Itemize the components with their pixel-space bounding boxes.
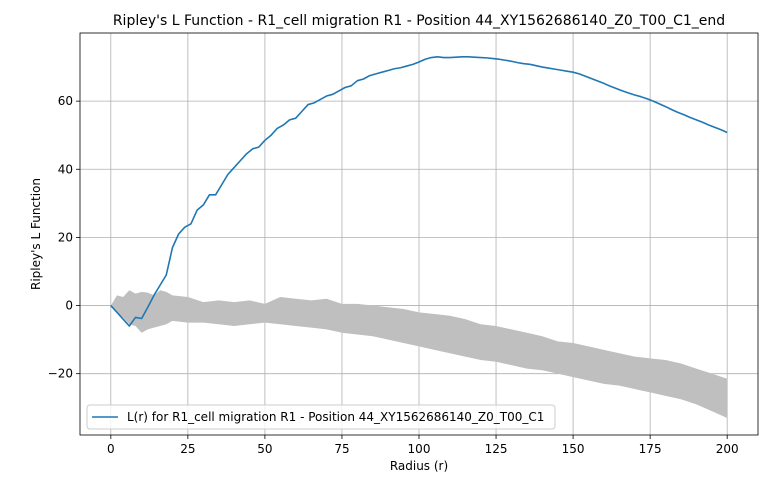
legend-box (86, 404, 556, 430)
y-tick-label: 0 (65, 299, 73, 313)
series-line (110, 56, 728, 327)
x-tick-label: 50 (257, 442, 272, 456)
x-tick-label: 200 (716, 442, 739, 456)
x-tick-label: 125 (485, 442, 508, 456)
x-tick-label: 100 (408, 442, 431, 456)
x-tick-label: 0 (107, 442, 115, 456)
y-tick-label: 60 (58, 94, 73, 108)
legend: L(r) for R1_cell migration R1 - Position… (86, 404, 556, 430)
x-axis-label: Radius (r) (390, 459, 448, 473)
y-axis-label: Ripley's L Function (29, 178, 43, 290)
envelope-layer (110, 290, 728, 418)
x-tick-label: 75 (334, 442, 349, 456)
envelope-band (110, 290, 728, 418)
x-tick-label: 25 (180, 442, 195, 456)
y-axis-ticks: −20 0 20 40 60 (48, 94, 80, 381)
x-tick-label: 175 (639, 442, 662, 456)
y-tick-label: 40 (58, 162, 73, 176)
y-tick-label: −20 (48, 367, 73, 381)
x-axis-ticks: 0 25 50 75 100 125 150 175 200 (107, 435, 739, 456)
y-tick-label: 20 (58, 230, 73, 244)
series-layer (110, 56, 728, 327)
chart-title: Ripley's L Function - R1_cell migration … (113, 13, 725, 29)
x-tick-label: 150 (562, 442, 585, 456)
legend-label: L(r) for R1_cell migration R1 - Position… (127, 410, 544, 424)
